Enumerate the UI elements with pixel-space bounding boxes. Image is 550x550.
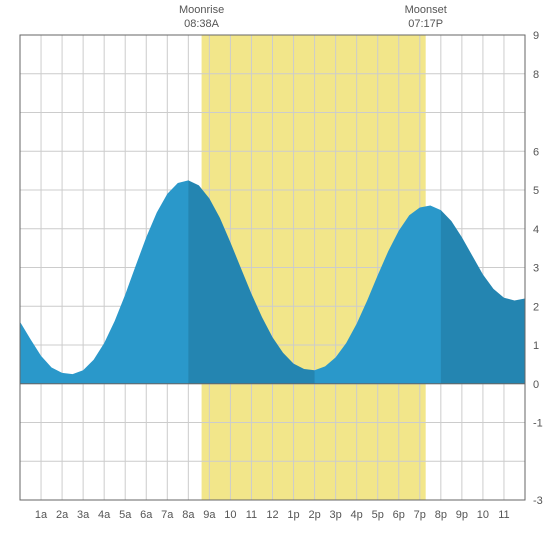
- svg-text:10: 10: [477, 509, 489, 521]
- svg-text:2p: 2p: [308, 509, 320, 521]
- moonrise-title: Moonrise: [172, 3, 232, 17]
- svg-text:10: 10: [224, 509, 236, 521]
- svg-text:-1: -1: [533, 418, 543, 430]
- svg-text:12: 12: [266, 509, 278, 521]
- moonrise-time: 08:38A: [172, 17, 232, 31]
- svg-text:11: 11: [246, 509, 257, 521]
- svg-text:9: 9: [533, 30, 539, 42]
- svg-text:8a: 8a: [182, 509, 195, 521]
- svg-text:2a: 2a: [56, 509, 69, 521]
- svg-text:3p: 3p: [330, 509, 342, 521]
- svg-text:3a: 3a: [77, 509, 90, 521]
- svg-text:7a: 7a: [161, 509, 174, 521]
- svg-text:4a: 4a: [98, 509, 111, 521]
- svg-text:1: 1: [533, 340, 539, 352]
- svg-text:1a: 1a: [35, 509, 48, 521]
- svg-text:2: 2: [533, 301, 539, 313]
- svg-text:5a: 5a: [119, 509, 132, 521]
- svg-text:4: 4: [533, 224, 539, 236]
- svg-text:11: 11: [498, 509, 509, 521]
- svg-text:8: 8: [533, 69, 539, 81]
- svg-text:8p: 8p: [435, 509, 447, 521]
- svg-text:3: 3: [533, 263, 539, 275]
- svg-text:9a: 9a: [203, 509, 216, 521]
- svg-text:6p: 6p: [393, 509, 405, 521]
- svg-text:0: 0: [533, 379, 539, 391]
- svg-text:4p: 4p: [351, 509, 363, 521]
- moonset-title: Moonset: [396, 3, 456, 17]
- svg-text:6a: 6a: [140, 509, 153, 521]
- moonset-label: Moonset07:17P: [396, 3, 456, 32]
- moonset-time: 07:17P: [396, 17, 456, 31]
- svg-text:6: 6: [533, 146, 539, 158]
- svg-text:5p: 5p: [372, 509, 384, 521]
- chart-svg: 1a2a3a4a5a6a7a8a9a1011121p2p3p4p5p6p7p8p…: [0, 0, 550, 550]
- svg-text:7p: 7p: [414, 509, 426, 521]
- svg-text:-3: -3: [533, 495, 543, 507]
- svg-text:1p: 1p: [287, 509, 299, 521]
- tide-chart: 1a2a3a4a5a6a7a8a9a1011121p2p3p4p5p6p7p8p…: [0, 0, 550, 550]
- svg-text:5: 5: [533, 185, 539, 197]
- moonrise-label: Moonrise08:38A: [172, 3, 232, 32]
- svg-text:9p: 9p: [456, 509, 468, 521]
